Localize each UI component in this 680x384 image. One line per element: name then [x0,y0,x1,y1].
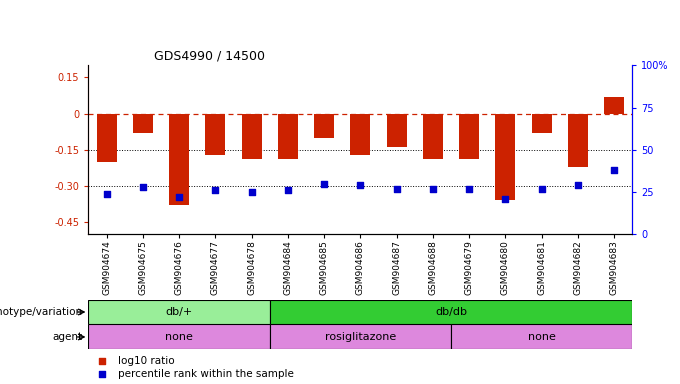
Bar [459,114,479,159]
Bar [205,114,225,155]
Text: db/db: db/db [435,307,467,317]
Point [97,358,107,364]
Point [210,187,221,194]
Point [500,196,511,202]
Text: log10 ratio: log10 ratio [118,356,175,366]
Point [319,180,330,187]
Text: db/+: db/+ [165,307,192,317]
Point [391,185,402,192]
Bar [605,97,624,114]
Bar [97,114,116,162]
Point [609,167,619,173]
Text: none: none [528,332,556,342]
Point [282,187,293,194]
Bar [350,114,371,155]
Point [355,182,366,188]
Text: percentile rank within the sample: percentile rank within the sample [118,369,294,379]
Point [137,184,148,190]
Bar [88,300,270,324]
Text: agent: agent [53,332,83,342]
Text: genotype/variation: genotype/variation [0,307,83,317]
Bar [423,114,443,159]
Point [537,185,547,192]
Text: GDS4990 / 14500: GDS4990 / 14500 [154,50,265,63]
Bar [88,324,270,349]
Point [464,185,475,192]
Bar [278,114,298,159]
Bar [532,114,551,133]
Text: none: none [165,332,193,342]
Text: rosiglitazone: rosiglitazone [325,332,396,342]
Bar [496,114,515,200]
Bar [241,114,262,159]
Point [97,371,107,377]
Bar [270,324,451,349]
Bar [270,300,632,324]
Bar [169,114,189,205]
Bar [451,324,632,349]
Point [101,190,112,197]
Bar [133,114,153,133]
Point [428,185,439,192]
Bar [314,114,334,138]
Point [573,182,583,188]
Bar [568,114,588,167]
Point [246,189,257,195]
Bar [387,114,407,147]
Point [173,194,184,200]
